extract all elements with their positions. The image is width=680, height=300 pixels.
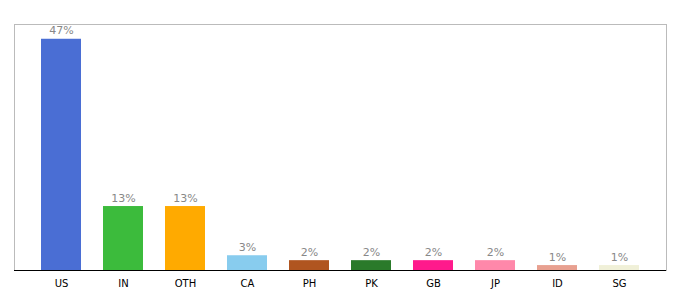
svg-text:47%: 47%: [49, 24, 73, 37]
svg-text:US: US: [55, 278, 69, 289]
svg-text:OTH: OTH: [175, 278, 197, 289]
svg-text:2%: 2%: [363, 246, 380, 259]
svg-text:CA: CA: [241, 278, 255, 289]
svg-text:13%: 13%: [111, 192, 135, 205]
svg-text:PH: PH: [303, 278, 317, 289]
svg-text:1%: 1%: [549, 251, 566, 264]
svg-text:3%: 3%: [239, 241, 256, 254]
svg-text:1%: 1%: [611, 251, 628, 264]
svg-text:13%: 13%: [173, 192, 197, 205]
svg-text:2%: 2%: [301, 246, 318, 259]
svg-text:GB: GB: [426, 278, 441, 289]
svg-text:2%: 2%: [487, 246, 504, 259]
svg-text:2%: 2%: [425, 246, 442, 259]
svg-text:PK: PK: [365, 278, 378, 289]
svg-text:JP: JP: [490, 278, 500, 289]
svg-text:ID: ID: [552, 278, 563, 289]
svg-text:SG: SG: [612, 278, 626, 289]
svg-text:IN: IN: [118, 278, 128, 289]
